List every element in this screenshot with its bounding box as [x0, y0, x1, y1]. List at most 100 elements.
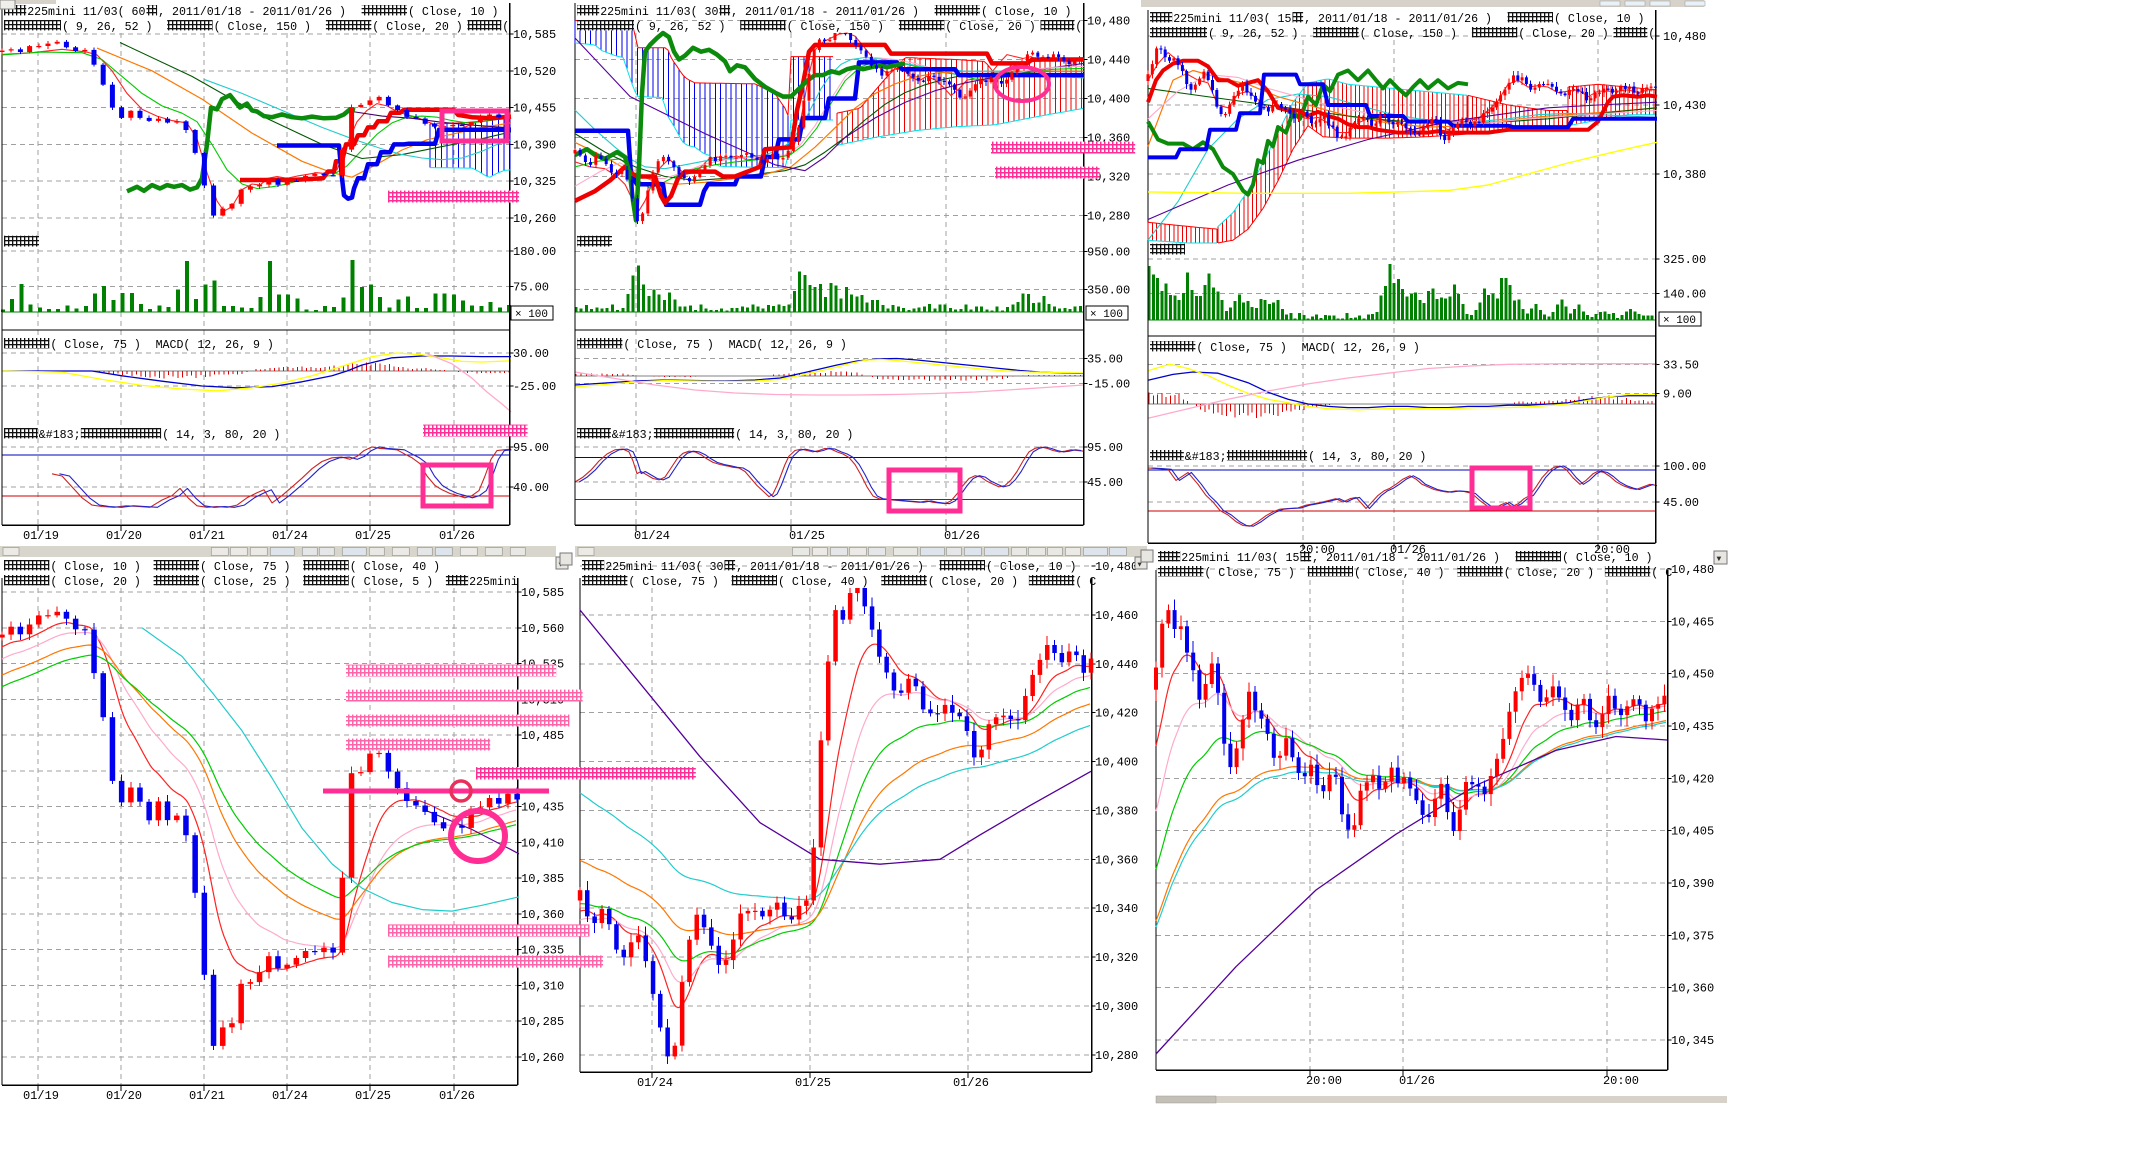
- svg-text:, 2011/01/18 - 2011/01/26 ): , 2011/01/18 - 2011/01/26 ): [731, 6, 919, 19]
- svg-text:01/26: 01/26: [953, 1076, 989, 1090]
- svg-text:10,480: 10,480: [1671, 563, 1714, 577]
- svg-text:45.00: 45.00: [1663, 496, 1699, 510]
- svg-text:, 2011/01/18 - 2011/01/26 ): , 2011/01/18 - 2011/01/26 ): [1304, 13, 1492, 26]
- svg-text:( Close, 150 ): ( Close, 150 ): [1360, 28, 1457, 41]
- svg-text:( Close, 40 ): ( Close, 40 ): [778, 576, 868, 589]
- svg-text:( Close, 75 ): ( Close, 75 ): [50, 339, 140, 352]
- svg-text:01/26: 01/26: [439, 1089, 475, 1103]
- svg-text:01/19: 01/19: [23, 529, 59, 543]
- svg-text:10,560: 10,560: [521, 622, 564, 636]
- svg-text:( Close, 5 ): ( Close, 5 ): [350, 576, 434, 589]
- svg-text:100.00: 100.00: [1663, 460, 1706, 474]
- svg-text:10,485: 10,485: [521, 729, 564, 743]
- svg-text:01/21: 01/21: [189, 1089, 225, 1103]
- svg-text:20:00: 20:00: [1306, 1074, 1342, 1088]
- svg-text:10,435: 10,435: [1671, 720, 1714, 734]
- svg-text:01/26: 01/26: [439, 529, 475, 543]
- svg-text:40.00: 40.00: [513, 481, 549, 495]
- svg-text:01/24: 01/24: [637, 1076, 673, 1090]
- svg-text:10,410: 10,410: [521, 836, 564, 850]
- svg-text:× 100: × 100: [1090, 309, 1123, 321]
- svg-text:10,465: 10,465: [1671, 615, 1714, 629]
- svg-text:01/26: 01/26: [1399, 1074, 1435, 1088]
- svg-text:10,420: 10,420: [1671, 772, 1714, 786]
- svg-text:35.00: 35.00: [1087, 353, 1123, 367]
- svg-text:225mini 11/03( 15: 225mini 11/03( 15: [1173, 13, 1291, 26]
- svg-text:10,360: 10,360: [521, 908, 564, 922]
- svg-text:( C: ( C: [1651, 567, 1672, 580]
- svg-text:( 14, 3, 80, 20 ): ( 14, 3, 80, 20 ): [162, 429, 280, 442]
- svg-text:10,455: 10,455: [513, 102, 556, 116]
- svg-text:01/19: 01/19: [23, 1089, 59, 1103]
- svg-text:, 2011/01/18 - 2011/01/26 ): , 2011/01/18 - 2011/01/26 ): [1312, 552, 1500, 565]
- svg-text:10,400: 10,400: [1095, 756, 1138, 770]
- svg-text:10,280: 10,280: [1087, 210, 1130, 224]
- svg-text:(: (: [502, 21, 509, 34]
- svg-text:10,450: 10,450: [1671, 668, 1714, 682]
- svg-text:20:00: 20:00: [1594, 543, 1630, 557]
- svg-text:× 100: × 100: [1663, 315, 1696, 327]
- svg-text:10,380: 10,380: [1663, 168, 1706, 182]
- svg-text:( Close, 75 ): ( Close, 75 ): [1196, 342, 1286, 355]
- svg-text:( Close, 10 ): ( Close, 10 ): [1554, 13, 1644, 26]
- svg-text:10,340: 10,340: [1095, 902, 1138, 916]
- svg-text:( Close, 10 ): ( Close, 10 ): [986, 561, 1076, 574]
- svg-text:01/26: 01/26: [1390, 543, 1426, 557]
- svg-text:× 100: × 100: [515, 309, 548, 321]
- svg-text:10,335: 10,335: [521, 944, 564, 958]
- svg-text:( Close, 40 ): ( Close, 40 ): [350, 561, 440, 574]
- svg-text:01/25: 01/25: [355, 1089, 391, 1103]
- svg-text:▼: ▼: [1717, 555, 1722, 564]
- svg-text:225mini 11/03( 15: 225mini 11/03( 15: [1181, 552, 1299, 565]
- svg-text:10,385: 10,385: [521, 872, 564, 886]
- svg-text:MACD( 12, 26, 9 ): MACD( 12, 26, 9 ): [156, 339, 274, 352]
- svg-text:01/26: 01/26: [944, 529, 980, 543]
- svg-text:( Close, 20 ): ( Close, 20 ): [928, 576, 1018, 589]
- svg-text:180.00: 180.00: [513, 245, 556, 259]
- svg-text:10,260: 10,260: [513, 212, 556, 226]
- svg-text:10,310: 10,310: [521, 980, 564, 994]
- svg-text:( 14, 3, 80, 20 ): ( 14, 3, 80, 20 ): [1308, 451, 1426, 464]
- svg-text:01/21: 01/21: [189, 529, 225, 543]
- svg-text:, 2011/01/18 - 2011/01/26 ): , 2011/01/18 - 2011/01/26 ): [736, 561, 924, 574]
- svg-text:-25.00: -25.00: [513, 380, 556, 394]
- svg-text:( Close, 75 ): ( Close, 75 ): [628, 576, 718, 589]
- svg-text:( Close, 20 ): ( Close, 20 ): [50, 576, 140, 589]
- svg-text:▼: ▼: [1138, 562, 1143, 570]
- svg-text:325.00: 325.00: [1663, 253, 1706, 267]
- svg-text:01/24: 01/24: [634, 529, 670, 543]
- svg-text:( Close, 10 ): ( Close, 10 ): [408, 6, 498, 19]
- svg-text:-15.00: -15.00: [1087, 378, 1130, 392]
- svg-text:950.00: 950.00: [1087, 246, 1130, 260]
- svg-text:10,320: 10,320: [1095, 951, 1138, 965]
- svg-text:( Close, 150 ): ( Close, 150 ): [787, 21, 884, 34]
- svg-text:225mini 11/03( 30: 225mini 11/03( 30: [605, 561, 723, 574]
- svg-text:10,360: 10,360: [1095, 853, 1138, 867]
- svg-text:MACD( 12, 26, 9 ): MACD( 12, 26, 9 ): [729, 339, 847, 352]
- svg-text:10,260: 10,260: [521, 1051, 564, 1065]
- svg-text:( 9, 26, 52 ): ( 9, 26, 52 ): [635, 21, 725, 34]
- svg-text:( Close, 10 ): ( Close, 10 ): [50, 561, 140, 574]
- svg-text:( Close, 150 ): ( Close, 150 ): [214, 21, 311, 34]
- svg-text:10,440: 10,440: [1095, 658, 1138, 672]
- svg-text:225mini 11/03( 60: 225mini 11/03( 60: [27, 6, 145, 19]
- svg-text:01/25: 01/25: [355, 529, 391, 543]
- svg-text:10,585: 10,585: [521, 586, 564, 600]
- svg-text:10,440: 10,440: [1087, 54, 1130, 68]
- svg-text:, 2011/01/18 - 2011/01/26 ): , 2011/01/18 - 2011/01/26 ): [158, 6, 346, 19]
- svg-text:95.00: 95.00: [1087, 441, 1123, 455]
- svg-text:( 9, 26, 52 ): ( 9, 26, 52 ): [62, 21, 152, 34]
- svg-text:( Close, 20 ): ( Close, 20 ): [945, 21, 1035, 34]
- svg-text:( Close, 75 ): ( Close, 75 ): [623, 339, 713, 352]
- svg-text:( Close, 20 ): ( Close, 20 ): [1504, 567, 1594, 580]
- svg-text:01/20: 01/20: [106, 529, 142, 543]
- svg-text:10,360: 10,360: [1671, 982, 1714, 996]
- svg-text:MACD( 12, 26, 9 ): MACD( 12, 26, 9 ): [1302, 342, 1420, 355]
- svg-text:10,520: 10,520: [513, 65, 556, 79]
- svg-text:( 14, 3, 80, 20 ): ( 14, 3, 80, 20 ): [735, 429, 853, 442]
- svg-text:10,460: 10,460: [1095, 609, 1138, 623]
- svg-text:( Close, 75 ): ( Close, 75 ): [200, 561, 290, 574]
- svg-text:10,390: 10,390: [1671, 877, 1714, 891]
- svg-text:350.00: 350.00: [1087, 284, 1130, 298]
- svg-text:( Close, 20 ): ( Close, 20 ): [1518, 28, 1608, 41]
